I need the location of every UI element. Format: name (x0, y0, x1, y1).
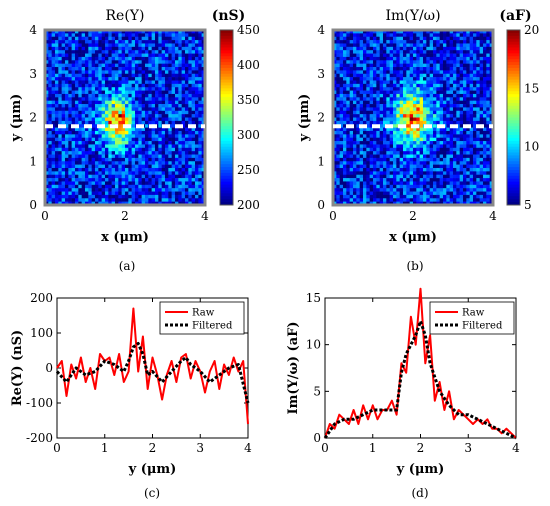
colorbar-frame (506, 29, 521, 206)
colorbar-tick-label: 350 (237, 93, 260, 107)
y-tick-label: 3 (317, 67, 325, 81)
x-tick-label: 2 (409, 209, 417, 223)
legend-label: Raw (192, 308, 215, 319)
line-panel-d: 0 1 2 3 4 15 10 5 0 Raw Filtered y (μm) Im(Y/ω) (aF)… (286, 287, 520, 500)
y-axis-label: y (μm) (297, 94, 312, 143)
colorbar-unit: (aF) (499, 8, 531, 24)
legend: Raw Filtered (429, 301, 515, 335)
colorbar-tick-label: 450 (237, 23, 260, 37)
x-tick-label: 0 (329, 209, 337, 223)
heatmap-panel-b: Im(Y/ω) 0 2 4 0 1 2 3 4 x (μm) y (μm) 20 15 10 5 (aF) (b… (297, 8, 539, 273)
x-tick-label: 2 (121, 209, 129, 223)
series-line-filtered (323, 319, 517, 440)
legend-label: Filtered (192, 321, 233, 332)
y-tick-label: 100 (30, 326, 53, 340)
y-tick-label: 0 (313, 431, 321, 445)
colorbar-tick-label: 10 (524, 140, 539, 154)
y-axis-label: Im(Y/ω) (aF) (286, 321, 301, 414)
colorbar-tick-label: 400 (237, 58, 260, 72)
legend-box (159, 301, 245, 335)
panel-title: Im(Y/ω) (385, 8, 440, 24)
line-panel-c: 0 1 2 3 4 200 100 0 -100 -200 Raw Filtered y (μm) Re(… (10, 291, 252, 500)
colorbar-tick-label: 250 (237, 163, 260, 177)
heatmap-cells (333, 30, 494, 206)
x-tick-label: 2 (149, 441, 157, 455)
y-tick-label: 5 (313, 384, 321, 398)
y-axis-label: y (μm) (9, 94, 24, 143)
y-tick-label: 2 (29, 111, 37, 125)
colorbar: 20 15 10 5 (aF) (499, 8, 539, 212)
colorbar-tick-label: 5 (524, 198, 532, 212)
x-tick-label: 3 (196, 441, 204, 455)
y-tick-label: 1 (317, 154, 325, 168)
caption-d: (d) (411, 486, 428, 500)
y-tick-label: 4 (29, 23, 37, 37)
y-tick-label: -100 (26, 396, 53, 410)
x-tick-label: 1 (101, 441, 109, 455)
colorbar: 450 400 350 300 250 200 (nS) (212, 8, 260, 212)
x-axis-label: y (μm) (128, 462, 177, 477)
x-tick-label: 4 (512, 441, 520, 455)
y-tick-label: 1 (29, 154, 37, 168)
heatmap-panel-a: Re(Y) 0 2 4 0 1 2 3 4 x (μm) y (μm) 450 400 350 300 250… (9, 8, 260, 273)
y-axis-label: Re(Y) (nS) (10, 330, 25, 406)
legend-label: Raw (462, 308, 485, 319)
y-tick-label: 200 (30, 291, 53, 305)
y-tick-label: 2 (317, 111, 325, 125)
caption-b: (b) (406, 259, 423, 273)
y-tick-label: 4 (317, 23, 325, 37)
y-tick-label: 3 (29, 67, 37, 81)
panel-title: Re(Y) (106, 8, 145, 24)
heatmap-frame (331, 28, 495, 207)
x-tick-label: 1 (369, 441, 377, 455)
x-tick-label: 3 (464, 441, 472, 455)
y-tick-label: 0 (317, 198, 325, 212)
heatmap-frame (43, 28, 207, 207)
x-tick-label: 0 (321, 441, 329, 455)
x-tick-label: 4 (201, 209, 209, 223)
x-axis-label: x (μm) (389, 230, 437, 245)
colorbar-frame (219, 29, 234, 206)
x-axis-label: y (μm) (396, 462, 445, 477)
y-tick-label: 15 (306, 291, 321, 305)
colorbar-tick-label: 15 (524, 81, 539, 95)
heatmap-cells (45, 30, 206, 206)
y-tick-label: -200 (26, 431, 53, 445)
colorbar-tick-label: 20 (524, 23, 539, 37)
legend: Raw Filtered (159, 301, 245, 335)
x-tick-label: 4 (244, 441, 252, 455)
x-tick-label: 0 (41, 209, 49, 223)
legend-label: Filtered (462, 321, 503, 332)
colorbar-tick-label: 200 (237, 198, 260, 212)
colorbar-unit: (nS) (212, 8, 246, 24)
y-tick-label: 0 (45, 361, 53, 375)
y-tick-label: 0 (29, 198, 37, 212)
x-tick-label: 0 (53, 441, 61, 455)
caption-c: (c) (144, 486, 160, 500)
x-tick-label: 2 (417, 441, 425, 455)
caption-a: (a) (119, 259, 136, 273)
legend-box (429, 301, 515, 335)
x-axis-label: x (μm) (101, 230, 149, 245)
y-tick-label: 10 (306, 338, 321, 352)
x-tick-label: 4 (489, 209, 497, 223)
colorbar-tick-label: 300 (237, 128, 260, 142)
